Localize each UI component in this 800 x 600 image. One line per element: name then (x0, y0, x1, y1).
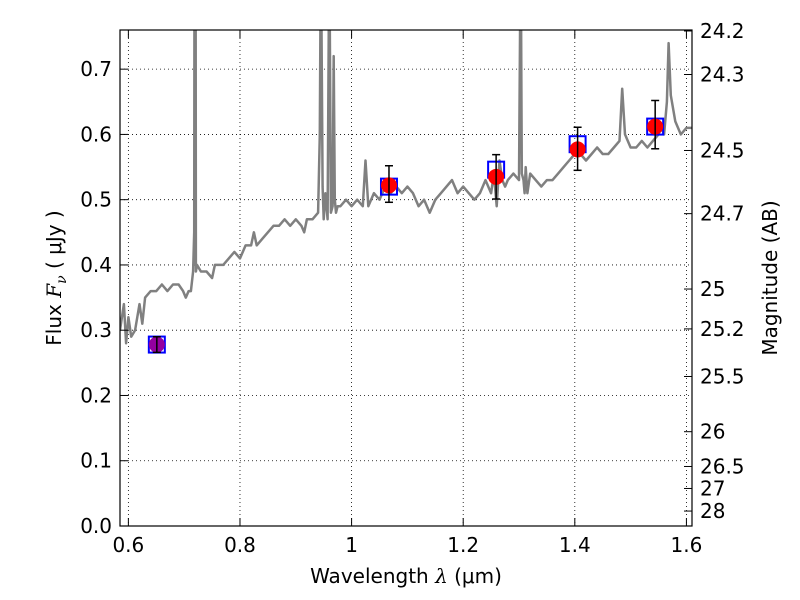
magnitude-tick-label: 24.5 (700, 138, 745, 162)
magnitude-axis-label: Magnitude (AB) (758, 200, 782, 355)
magnitude-tick-label: 24.2 (700, 19, 745, 43)
y-axis-ticks: 0.0 0.1 0.2 0.3 0.4 0.5 0.6 0.7 (80, 57, 128, 538)
magnitude-tick-label: 25.5 (700, 364, 745, 388)
y-tick-label: 0.2 (80, 383, 112, 407)
y-tick-label: 0.5 (80, 188, 112, 212)
y-tick-label: 0.7 (80, 57, 112, 81)
plot-frame (119, 29, 693, 527)
spectrum-layer (120, 30, 692, 345)
x-tick-label: 1.6 (671, 533, 703, 557)
x-tick-label: 1.2 (447, 533, 479, 557)
x-axis-label: Wavelength λ (μm) (310, 564, 502, 588)
magnitude-tick-label: 24.3 (700, 63, 745, 87)
magnitude-tick-label: 27 (700, 476, 725, 500)
magnitude-tick-label: 25 (700, 277, 725, 301)
magnitude-tick-label: 26.5 (700, 454, 745, 478)
points-layer (147, 99, 665, 354)
magnitude-tick-label: 24.7 (700, 202, 745, 226)
y-tick-label: 0.4 (80, 253, 112, 277)
magnitude-tick-label: 28 (700, 499, 725, 523)
y-tick-label: 0.1 (80, 449, 112, 473)
x-tick-label: 1.4 (559, 533, 591, 557)
magnitude-tick-label: 25.2 (700, 317, 745, 341)
x-tick-label: 0.6 (112, 533, 144, 557)
x-axis-ticks: 0.6 0.8 1 1.2 1.4 1.6 (112, 30, 702, 557)
magnitude-tick-label: 26 (700, 420, 725, 444)
y-tick-label: 0.6 (80, 122, 112, 146)
y-axis-label: Flux Fν ( μJy ) (42, 210, 70, 345)
x-tick-label: 1 (345, 533, 358, 557)
y-tick-label: 0.0 (80, 514, 112, 538)
spectrum-line (120, 30, 692, 345)
y-tick-label: 0.3 (80, 318, 112, 342)
plot-background (120, 30, 692, 526)
x-tick-label: 0.8 (224, 533, 256, 557)
